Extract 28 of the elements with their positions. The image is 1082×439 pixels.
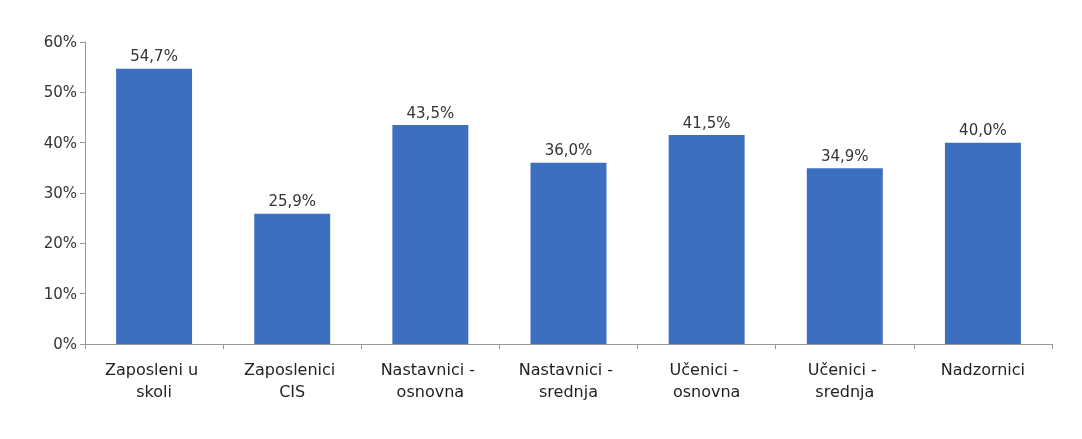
x-tick-label: Nadzornici <box>940 359 1026 379</box>
bar <box>668 135 745 344</box>
x-tick-label: Zaposleni u skoli <box>104 359 204 401</box>
x-tick-label: Učenici - osnovna <box>669 359 744 401</box>
x-tick-label: Nastavnici - srednja <box>518 359 619 401</box>
y-tick-label: 10% <box>43 284 77 303</box>
x-tick-label: Zaposlenici CIS <box>244 359 341 401</box>
data-label: 34,9% <box>820 146 869 165</box>
data-label: 41,5% <box>682 113 731 132</box>
y-tick-label: 60% <box>43 33 77 51</box>
data-label: 43,5% <box>406 103 455 122</box>
bar <box>116 68 193 344</box>
data-label: 40,0% <box>959 121 1007 140</box>
bar <box>530 162 607 344</box>
x-tick-label: Nastavnici - osnovna <box>380 359 481 401</box>
x-tick-label: Učenici - srednja <box>807 359 882 401</box>
y-tick-label: 30% <box>43 184 77 202</box>
y-tick-label: 20% <box>43 234 77 253</box>
y-tick-label: 50% <box>43 83 77 102</box>
bar <box>254 213 331 344</box>
data-label: 25,9% <box>268 192 317 211</box>
y-tick-label: 40% <box>43 133 77 152</box>
bar <box>944 142 1021 344</box>
data-label: 54,7% <box>130 47 178 66</box>
bar <box>392 125 469 344</box>
bar <box>806 168 883 344</box>
y-tick-label: 0% <box>53 335 77 353</box>
data-label: 36,0% <box>544 141 593 160</box>
